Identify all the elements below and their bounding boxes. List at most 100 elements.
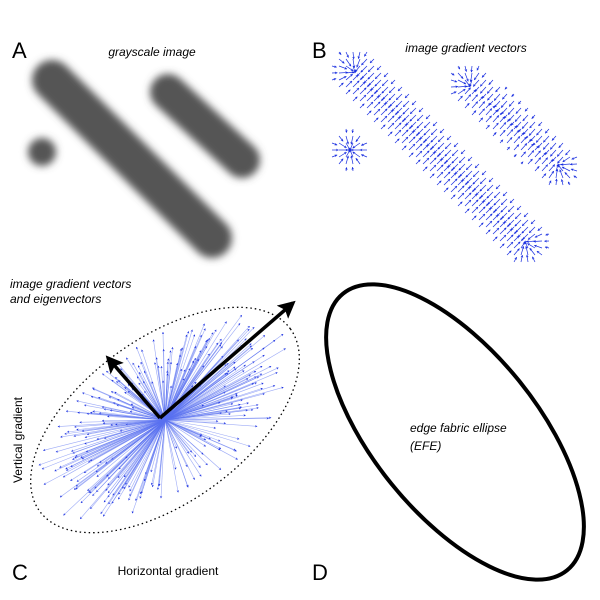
gradient-arrow	[451, 156, 459, 164]
gradient-arrow	[361, 72, 368, 79]
gradient-arrow	[527, 150, 535, 158]
gradient-arrow	[359, 94, 367, 102]
gradient-arrow	[352, 151, 361, 158]
gradient-vector	[137, 365, 166, 421]
gradient-arrow	[422, 157, 430, 165]
gradient-arrow	[465, 163, 473, 171]
gradient-vector	[38, 419, 166, 466]
gradient-arrow	[478, 96, 484, 102]
gradient-arrow	[429, 164, 437, 172]
gradient-arrow	[535, 135, 543, 143]
gradient-vector	[164, 361, 236, 421]
gradient-vector	[79, 419, 166, 424]
gradient-arrow	[501, 212, 508, 219]
gradient-vector	[164, 365, 263, 421]
gradient-arrow	[508, 100, 515, 107]
gradient-arrow	[436, 164, 444, 172]
gradient-arrow	[513, 136, 521, 144]
gradient-arrow	[527, 243, 536, 249]
gradient-arrow	[350, 135, 354, 145]
gradient-arrow	[354, 65, 361, 72]
gradient-arrow	[534, 150, 541, 158]
gradient-vector	[164, 407, 242, 421]
caption: image gradient vectors	[10, 277, 131, 291]
caption: (EFE)	[410, 439, 441, 453]
gradient-arrow	[338, 82, 344, 88]
gradient-vector	[84, 419, 166, 439]
gradient-arrow	[469, 79, 473, 87]
gradient-arrow	[430, 135, 438, 143]
gradient-arrow	[481, 170, 487, 176]
gradient-arrow	[331, 78, 337, 81]
gradient-arrow	[499, 116, 506, 123]
gradient-vector	[164, 403, 241, 421]
gradient-arrow	[525, 254, 529, 263]
gradient-arrow	[464, 65, 468, 72]
gradient-arrow	[478, 213, 486, 221]
gradient-arrow	[562, 156, 571, 163]
gradient-arrow	[525, 135, 529, 139]
gradient-arrow	[514, 219, 522, 227]
gradient-arrow	[507, 212, 515, 220]
gradient-arrow	[464, 199, 472, 207]
gradient-vector	[164, 383, 255, 421]
gradient-arrow	[472, 79, 480, 87]
gradient-arrow	[548, 159, 554, 165]
gradient-vector	[99, 419, 166, 463]
gradient-arrow	[541, 164, 549, 172]
gradient-arrow	[415, 150, 423, 158]
gradient-arrow	[513, 129, 520, 137]
gradient-arrow	[499, 243, 505, 249]
gradient-arrow	[457, 88, 466, 95]
gradient-arrow	[493, 93, 501, 101]
panel-label: B	[312, 38, 327, 63]
gradient-arrow	[464, 192, 472, 200]
gradient-arrow	[345, 65, 354, 72]
gradient-vector	[100, 419, 166, 514]
gradient-arrow	[548, 180, 552, 186]
gradient-arrow	[489, 100, 494, 106]
gradient-vector	[143, 370, 166, 421]
gradient-arrow	[473, 184, 480, 191]
gradient-arrow	[367, 72, 375, 80]
gradient-arrow	[496, 107, 501, 113]
gradient-arrow	[502, 191, 508, 197]
gradient-arrow	[508, 219, 515, 226]
gradient-arrow	[534, 145, 539, 151]
gradient-arrow	[508, 114, 515, 122]
gradient-arrow	[478, 108, 485, 116]
gradient-vector	[118, 419, 166, 495]
gradient-arrow	[369, 58, 375, 64]
gradient-arrow	[556, 149, 564, 157]
gradient-arrow	[331, 154, 338, 158]
gradient-arrow	[545, 233, 550, 236]
gradient-arrow	[492, 115, 500, 123]
gradient-arrow	[457, 65, 461, 70]
gradient-arrow	[521, 226, 529, 234]
gradient-vector	[128, 419, 166, 501]
gradient-arrow	[373, 101, 381, 109]
gradient-arrow	[554, 178, 558, 186]
gradient-arrow	[522, 114, 529, 122]
gradient-arrow	[551, 156, 557, 162]
gradient-arrow	[527, 138, 532, 144]
gradient-arrow	[506, 241, 514, 249]
gradient-arrow	[457, 79, 467, 85]
dotted-ellipse	[30, 306, 300, 534]
gradient-arrow	[506, 137, 513, 144]
gradient-arrow	[493, 191, 501, 199]
gradient-arrow	[426, 142, 431, 147]
gradient-arrow	[381, 79, 389, 87]
gradient-arrow	[513, 241, 521, 249]
gradient-arrow	[356, 72, 361, 77]
gradient-arrow	[524, 107, 529, 112]
gradient-arrow	[489, 205, 494, 210]
gradient-arrow	[534, 233, 543, 238]
panel-label: C	[12, 560, 28, 585]
gradient-arrow	[417, 128, 424, 135]
gradient-arrow	[401, 129, 409, 137]
gradient-arrow	[338, 65, 348, 70]
gradient-arrow	[494, 100, 501, 108]
gradient-arrow	[478, 117, 484, 123]
gradient-vector	[164, 419, 202, 477]
